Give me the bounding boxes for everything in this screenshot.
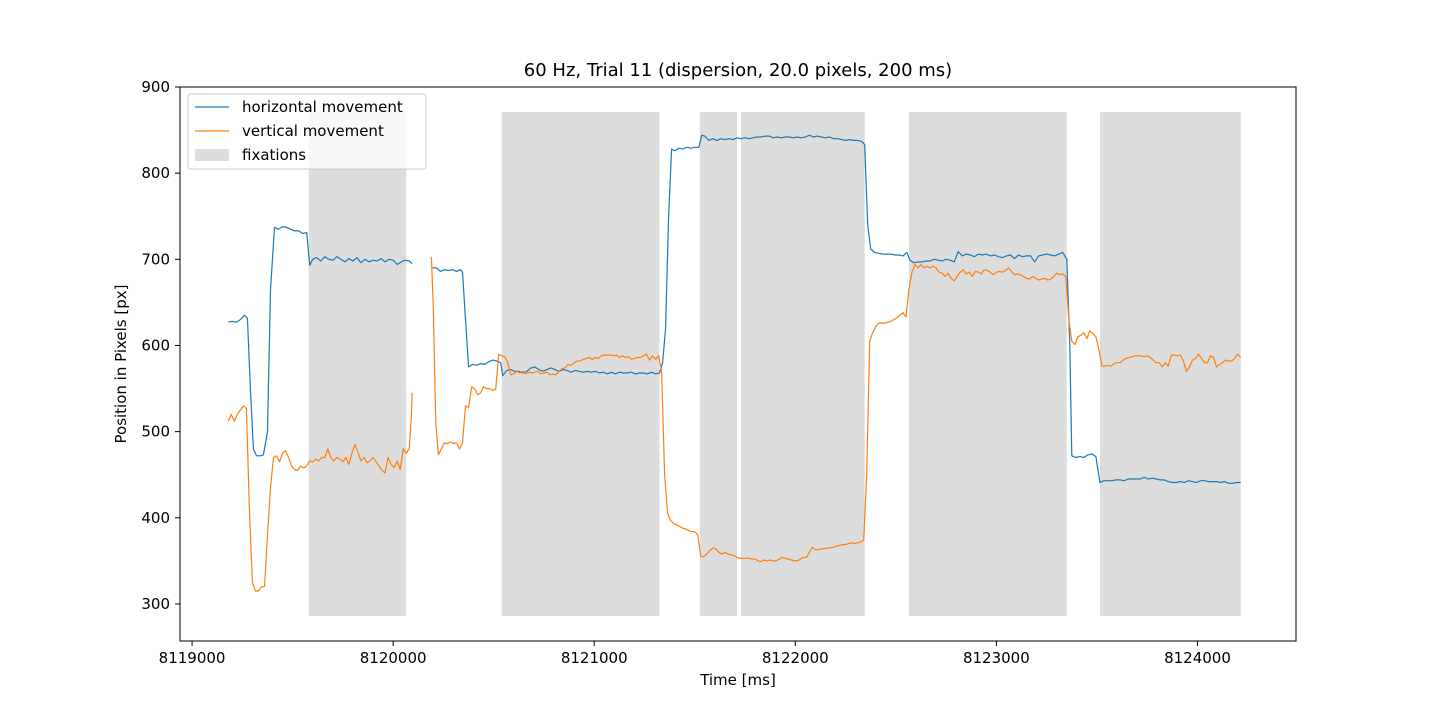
x-tick-label: 8123000 bbox=[963, 649, 1030, 667]
x-axis: 8119000 8120000 8121000 8122000 8123000 81240… bbox=[159, 641, 1231, 667]
x-tick-label: 8120000 bbox=[360, 649, 427, 667]
fixations-layer bbox=[308, 111, 1241, 617]
legend: horizontal movement vertical movement fixa… bbox=[187, 93, 427, 170]
chart-title: 60 Hz, Trial 11 (dispersion, 20.0 pixels… bbox=[524, 60, 952, 81]
y-axis-label: Position in Pixels [px] bbox=[112, 285, 130, 444]
series-layer bbox=[227, 134, 1242, 592]
vertical-movement-line bbox=[430, 256, 1242, 563]
legend-frame bbox=[187, 93, 427, 170]
y-tick-label: 300 bbox=[141, 595, 170, 613]
y-tick-label: 700 bbox=[141, 250, 170, 268]
x-tick-label: 8121000 bbox=[561, 649, 628, 667]
fixation-band bbox=[741, 111, 865, 617]
y-tick-label: 600 bbox=[141, 336, 170, 354]
fixation-band bbox=[908, 111, 1067, 617]
x-tick-label: 8122000 bbox=[762, 649, 829, 667]
fixation-band bbox=[699, 111, 737, 617]
legend-label: vertical movement bbox=[242, 122, 384, 140]
x-tick-label: 8124000 bbox=[1164, 649, 1231, 667]
legend-label: horizontal movement bbox=[242, 98, 403, 116]
x-axis-label: Time [ms] bbox=[699, 671, 776, 689]
y-tick-label: 400 bbox=[141, 509, 170, 527]
fixation-band bbox=[1099, 111, 1241, 617]
plot-frame bbox=[179, 86, 1297, 642]
x-tick-label: 8119000 bbox=[159, 649, 226, 667]
horizontal-movement-line bbox=[432, 134, 1241, 484]
y-tick-label: 900 bbox=[141, 78, 170, 96]
legend-swatch-patch bbox=[195, 149, 229, 161]
vertical-movement-line bbox=[227, 392, 413, 592]
fixation-band bbox=[308, 111, 407, 617]
horizontal-movement-line bbox=[228, 226, 413, 457]
y-axis: 300 400 500 600 700 800 900 bbox=[141, 78, 180, 613]
y-tick-label: 800 bbox=[141, 164, 170, 182]
y-tick-label: 500 bbox=[141, 423, 170, 441]
legend-label: fixations bbox=[242, 146, 306, 164]
fixation-band bbox=[501, 111, 660, 617]
